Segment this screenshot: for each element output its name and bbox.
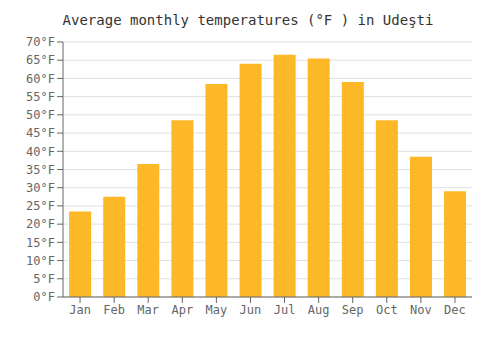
svg-text:Mar: Mar: [137, 303, 159, 317]
svg-text:65°F: 65°F: [26, 53, 55, 67]
html-text:Average monthly temperatures (: Average monthly temperatures (°F ) in Ud…: [62, 12, 434, 28]
svg-text:5°F: 5°F: [33, 272, 55, 286]
svg-text:70°F: 70°F: [26, 35, 55, 49]
svg-text:30°F: 30°F: [26, 181, 55, 195]
svg-text:10°F: 10°F: [26, 254, 55, 268]
svg-text:Feb: Feb: [103, 303, 125, 317]
svg-text:35°F: 35°F: [26, 163, 55, 177]
svg-text:55°F: 55°F: [26, 90, 55, 104]
svg-text:50°F: 50°F: [26, 108, 55, 122]
svg-text:Oct: Oct: [376, 303, 398, 317]
svg-text:25°F: 25°F: [26, 199, 55, 213]
svg-text:Dec: Dec: [444, 303, 466, 317]
svg-text:45°F: 45°F: [26, 126, 55, 140]
svg-text:15°F: 15°F: [26, 236, 55, 250]
svg-text:Sep: Sep: [342, 303, 364, 317]
svg-text:Apr: Apr: [171, 303, 193, 317]
svg-text:Nov: Nov: [410, 303, 432, 317]
svg-text:May: May: [206, 303, 228, 317]
svg-text:60°F: 60°F: [26, 72, 55, 86]
svg-text:Jun: Jun: [240, 303, 262, 317]
svg-text:20°F: 20°F: [26, 217, 55, 231]
svg-text:40°F: 40°F: [26, 145, 55, 159]
svg-text:Jan: Jan: [69, 303, 91, 317]
svg-text:Jul: Jul: [274, 303, 296, 317]
svg-text:Aug: Aug: [308, 303, 330, 317]
svg-text:0°F: 0°F: [33, 290, 55, 304]
